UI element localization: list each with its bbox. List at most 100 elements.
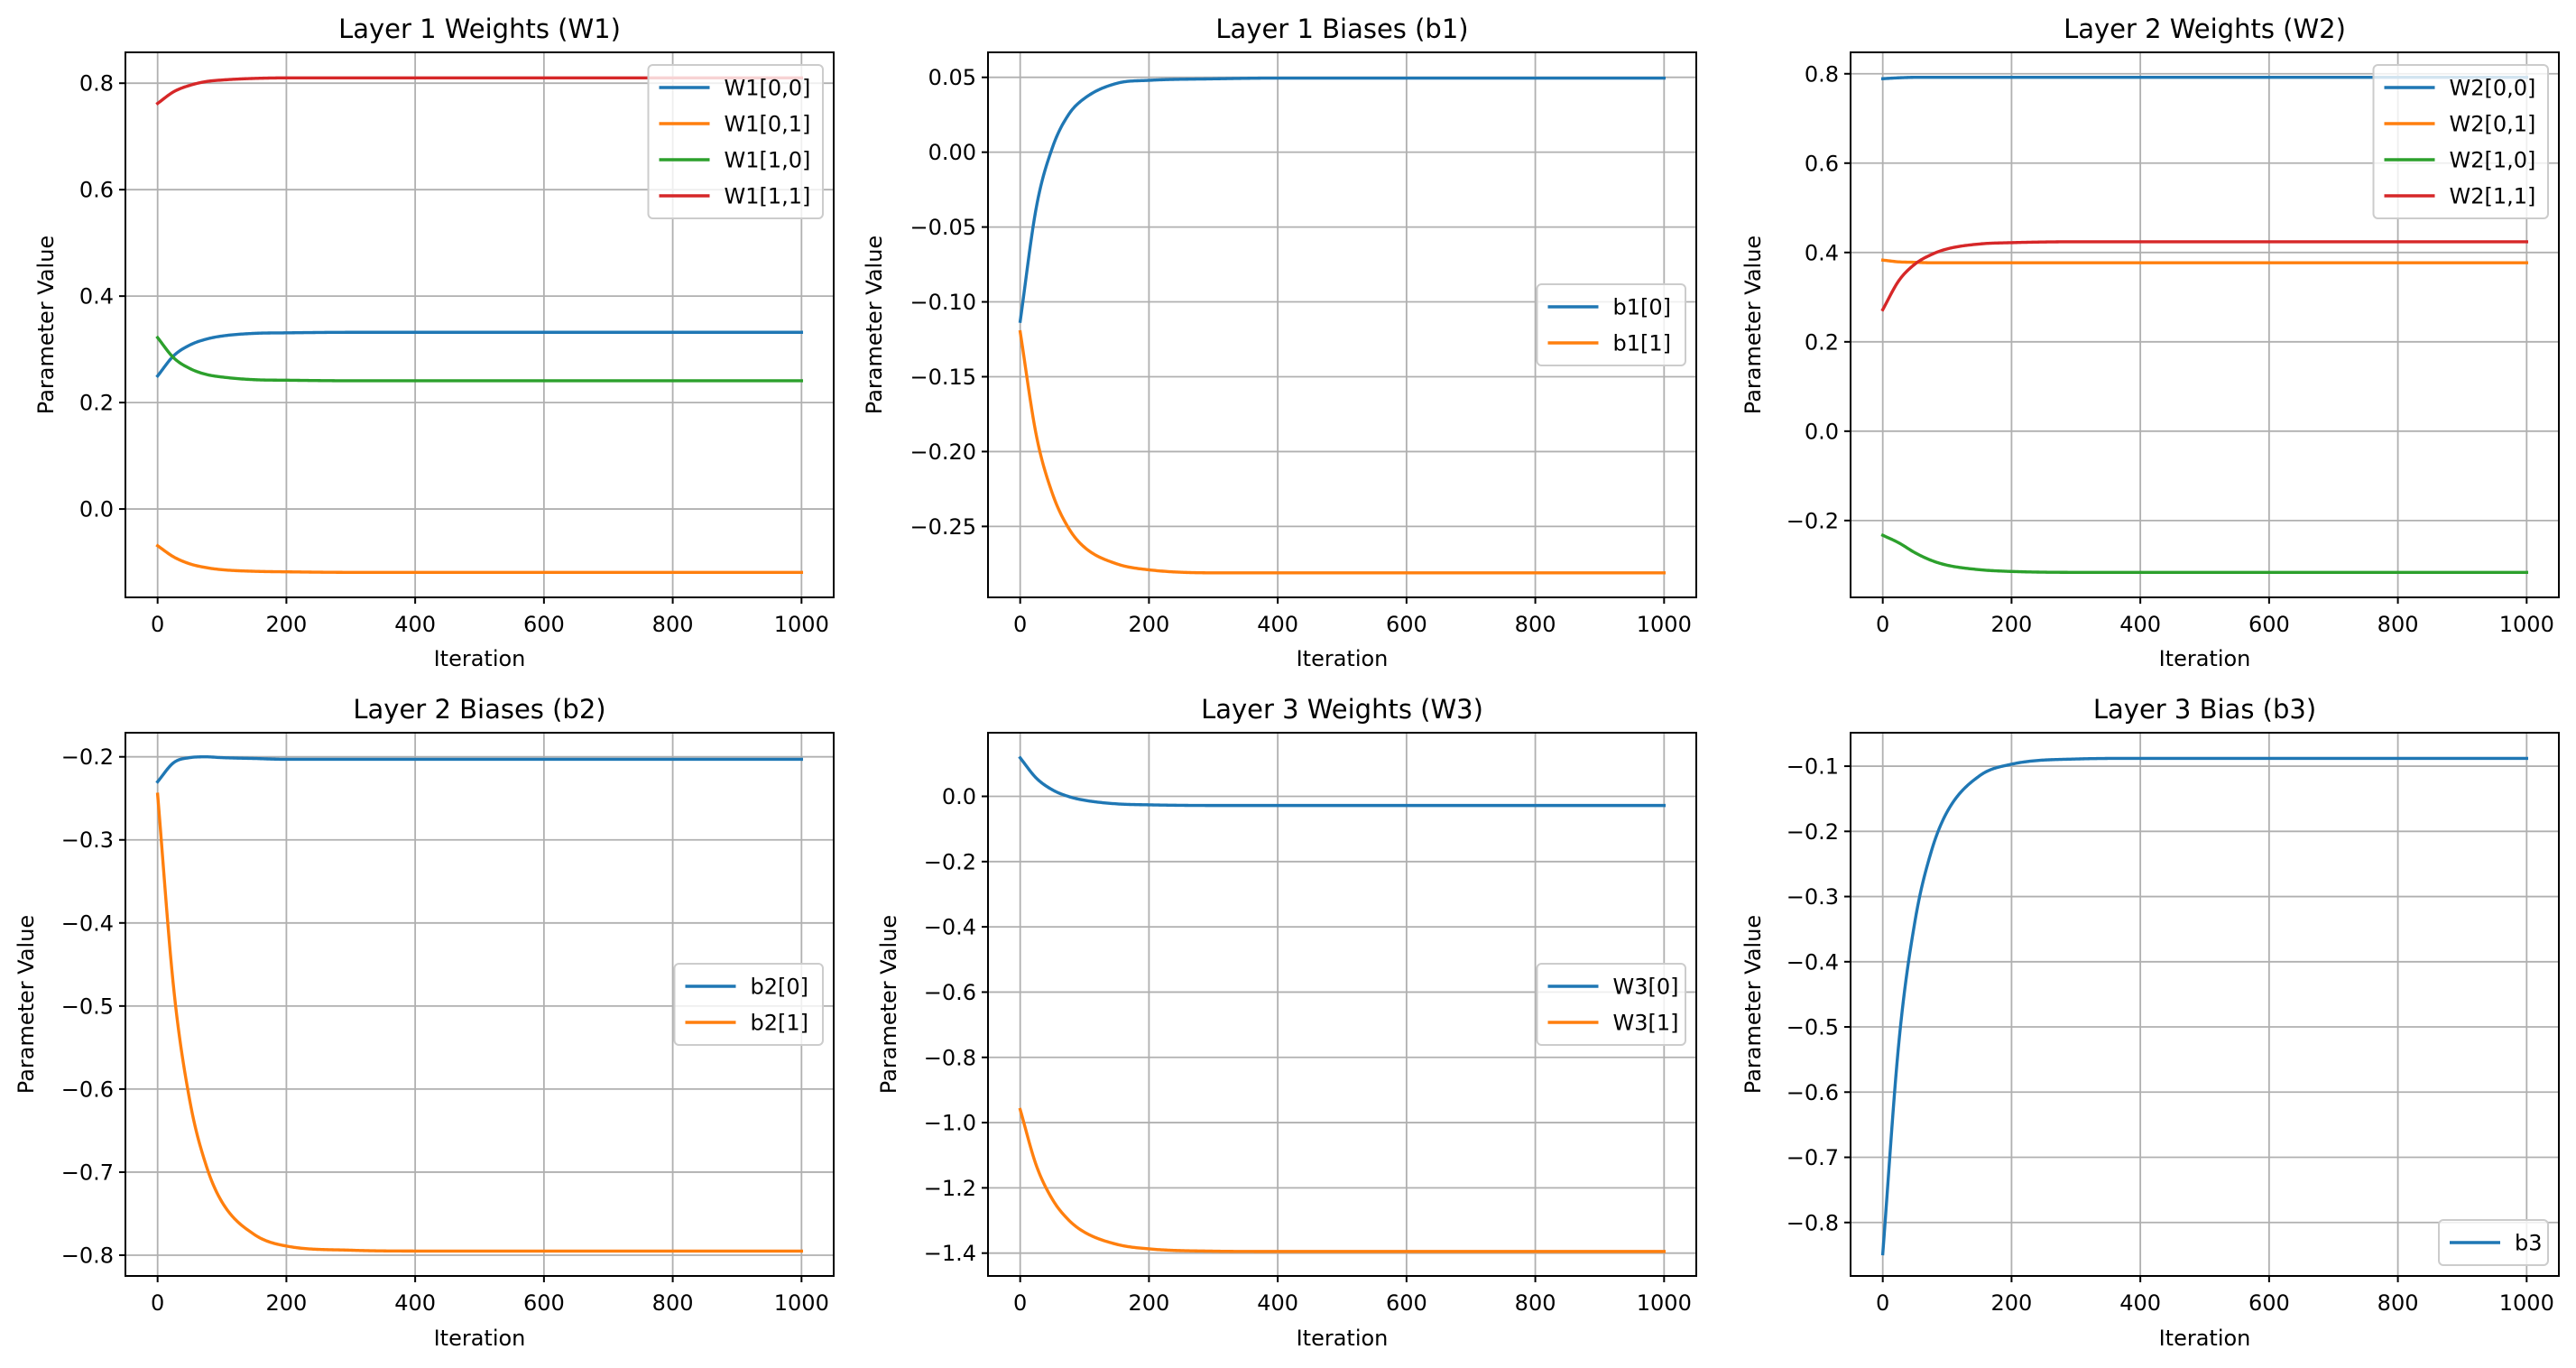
series-line-b3 — [1880, 756, 2529, 1256]
y-tick-label: −0.4 — [61, 910, 114, 936]
x-tick-label: 800 — [652, 1290, 694, 1316]
x-tick-label: 400 — [1257, 1290, 1298, 1316]
x-axis: 0 200 400 600 800 1000 — [1876, 1276, 2554, 1316]
y-tick-label: −0.3 — [61, 827, 114, 853]
series-line-b2[1] — [155, 792, 804, 1253]
y-tick-label: −0.2 — [1787, 819, 1839, 845]
axes: 0 200 400 600 800 1000 −1.4 −1.2 −1.0 −0.8 −0.6 −0.… — [924, 732, 1697, 1316]
subplot-layer2-weights: Layer 2 Weights (W2) Iteration Parameter… — [1740, 14, 2560, 671]
legend-frame — [1536, 283, 1686, 366]
y-tick-label: −0.4 — [924, 915, 976, 940]
y-tick-label: −0.7 — [61, 1160, 114, 1185]
series-lines — [1880, 756, 2529, 1256]
y-tick-label: −0.8 — [1787, 1210, 1839, 1235]
x-axis: 0 200 400 600 800 1000 — [1013, 1276, 1692, 1316]
legend-item: b1[0] — [1547, 295, 1672, 320]
y-axis-label: Parameter Value — [1740, 236, 1766, 414]
x-axis-label: Iteration — [434, 1326, 526, 1351]
x-tick-label: 800 — [652, 612, 694, 637]
x-tick-label: 600 — [1386, 1290, 1427, 1316]
y-axis: 0.0 0.2 0.4 0.6 0.8 — [79, 71, 125, 522]
subplot-title: Layer 2 Biases (b2) — [353, 694, 605, 725]
y-tick-label: 0.4 — [79, 284, 114, 310]
x-axis: 0 200 400 600 800 1000 — [1013, 597, 1692, 637]
legend-label: W2[1,1] — [2450, 184, 2536, 209]
legend-label: W3[1] — [1613, 1011, 1679, 1036]
y-tick-label: −1.0 — [924, 1111, 976, 1136]
legend: W3[0] W3[1] — [1536, 963, 1686, 1046]
y-axis-label: Parameter Value — [14, 915, 39, 1094]
y-axis-label: Parameter Value — [1740, 915, 1766, 1094]
legend-frame — [647, 64, 824, 219]
series-line-W1[1,0] — [155, 335, 804, 383]
y-axis: −1.4 −1.2 −1.0 −0.8 −0.6 −0.4 −0.2 0.0 — [924, 784, 988, 1266]
series-line-b1[1] — [1018, 329, 1667, 575]
y-axis-label: Parameter Value — [876, 915, 901, 1094]
x-tick-label: 800 — [1515, 612, 1556, 637]
y-tick-label: 0.6 — [79, 178, 114, 203]
y-tick-label: −0.10 — [909, 290, 976, 315]
y-tick-label: −0.7 — [1787, 1145, 1839, 1170]
x-tick-label: 800 — [1515, 1290, 1556, 1316]
x-tick-label: 400 — [2119, 1290, 2161, 1316]
y-tick-label: −0.5 — [61, 994, 114, 1019]
x-tick-label: 200 — [1129, 1290, 1170, 1316]
legend-item: W3[0] — [1547, 975, 1679, 1000]
legend-frame — [1536, 963, 1686, 1046]
x-tick-label: 1000 — [774, 1290, 829, 1316]
y-tick-label: 0.6 — [1805, 151, 1839, 176]
x-tick-label: 0 — [1013, 612, 1027, 637]
y-tick-label: 0.0 — [79, 497, 114, 522]
x-tick-label: 200 — [1991, 1290, 2033, 1316]
x-tick-label: 400 — [394, 612, 436, 637]
y-tick-label: −0.2 — [1787, 508, 1839, 533]
legend-item: b1[1] — [1547, 331, 1671, 356]
y-tick-label: −0.4 — [1787, 949, 1839, 975]
series-lines — [1018, 76, 1667, 575]
axes: 0 200 400 600 800 1000 −0.2 0.0 0.2 0.4 0.6 0.8 W2[0… — [1787, 51, 2560, 637]
axes-frame — [1850, 732, 2560, 1277]
subplot-layer3-bias: Layer 3 Bias (b3) Iteration Parameter Va… — [1740, 694, 2560, 1351]
legend-item: b2[0] — [685, 975, 809, 1000]
grid — [1851, 52, 2559, 597]
legend-label: b2[0] — [751, 975, 809, 1000]
y-axis: −0.8 −0.7 −0.6 −0.5 −0.4 −0.3 −0.2 −0.1 — [1787, 754, 1851, 1235]
legend-label: W1[0,0] — [725, 76, 811, 101]
x-tick-label: 0 — [151, 612, 164, 637]
axes-frame — [1850, 51, 2560, 598]
x-axis-label: Iteration — [2159, 646, 2251, 671]
legend-item: W2[1,1] — [2384, 184, 2536, 209]
legend-item: W1[1,0] — [659, 148, 810, 173]
x-axis: 0 200 400 600 800 1000 — [151, 597, 829, 637]
y-tick-label: −0.6 — [61, 1077, 114, 1102]
legend-item: W1[0,1] — [659, 112, 810, 137]
x-tick-label: 1000 — [2499, 1290, 2554, 1316]
series-line-W1[0,1] — [155, 543, 804, 574]
x-axis-label: Iteration — [1297, 1326, 1389, 1351]
y-axis: −0.2 0.0 0.2 0.4 0.6 0.8 — [1787, 61, 1851, 533]
y-tick-label: −0.05 — [909, 215, 976, 240]
x-axis-label: Iteration — [434, 646, 526, 671]
y-tick-label: 0.2 — [79, 391, 114, 416]
legend-label: W2[0,1] — [2450, 112, 2536, 137]
y-tick-label: −0.5 — [1787, 1015, 1839, 1040]
legend-item: W1[1,1] — [659, 184, 810, 209]
x-axis-label: Iteration — [2159, 1326, 2251, 1351]
x-tick-label: 200 — [266, 1290, 308, 1316]
legend-item: b2[1] — [685, 1011, 808, 1036]
legend-label: b1[0] — [1613, 295, 1672, 320]
x-axis-label: Iteration — [1297, 646, 1389, 671]
axes: 0 200 400 600 800 1000−0.8−0.7−0.6−0.5−0.4−0.… — [1787, 732, 2560, 1316]
x-tick-label: 200 — [266, 612, 308, 637]
y-tick-label: −0.3 — [1787, 884, 1839, 910]
x-tick-label: 1000 — [1637, 612, 1692, 637]
legend-item: b3 — [2450, 1231, 2543, 1256]
y-tick-label: −0.20 — [909, 439, 976, 465]
legend-label: W2[0,0] — [2450, 76, 2536, 101]
x-tick-label: 400 — [1257, 612, 1298, 637]
y-tick-label: −0.2 — [61, 744, 114, 770]
x-tick-label: 0 — [1013, 1290, 1027, 1316]
legend: W1[0,0] W1[0,1] W1[1,0] W1[1,1] — [647, 64, 824, 219]
y-tick-label: 0.05 — [928, 65, 976, 90]
